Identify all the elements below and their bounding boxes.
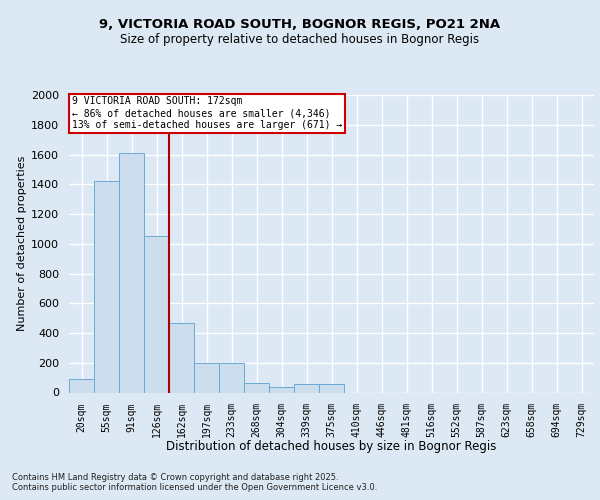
Bar — [319, 384, 344, 392]
Bar — [294, 384, 319, 392]
Y-axis label: Number of detached properties: Number of detached properties — [17, 156, 27, 332]
Bar — [169, 322, 194, 392]
Text: Contains HM Land Registry data © Crown copyright and database right 2025.: Contains HM Land Registry data © Crown c… — [12, 472, 338, 482]
Text: 9, VICTORIA ROAD SOUTH, BOGNOR REGIS, PO21 2NA: 9, VICTORIA ROAD SOUTH, BOGNOR REGIS, PO… — [100, 18, 500, 30]
Bar — [94, 182, 119, 392]
Text: 9 VICTORIA ROAD SOUTH: 172sqm
← 86% of detached houses are smaller (4,346)
13% o: 9 VICTORIA ROAD SOUTH: 172sqm ← 86% of d… — [71, 96, 342, 130]
Bar — [69, 379, 94, 392]
Bar — [269, 386, 294, 392]
Text: Contains public sector information licensed under the Open Government Licence v3: Contains public sector information licen… — [12, 484, 377, 492]
Bar — [119, 153, 144, 392]
Bar — [144, 236, 169, 392]
Text: Size of property relative to detached houses in Bognor Regis: Size of property relative to detached ho… — [121, 33, 479, 46]
X-axis label: Distribution of detached houses by size in Bognor Regis: Distribution of detached houses by size … — [166, 440, 497, 453]
Bar — [244, 383, 269, 392]
Bar — [219, 363, 244, 392]
Bar — [194, 363, 219, 392]
